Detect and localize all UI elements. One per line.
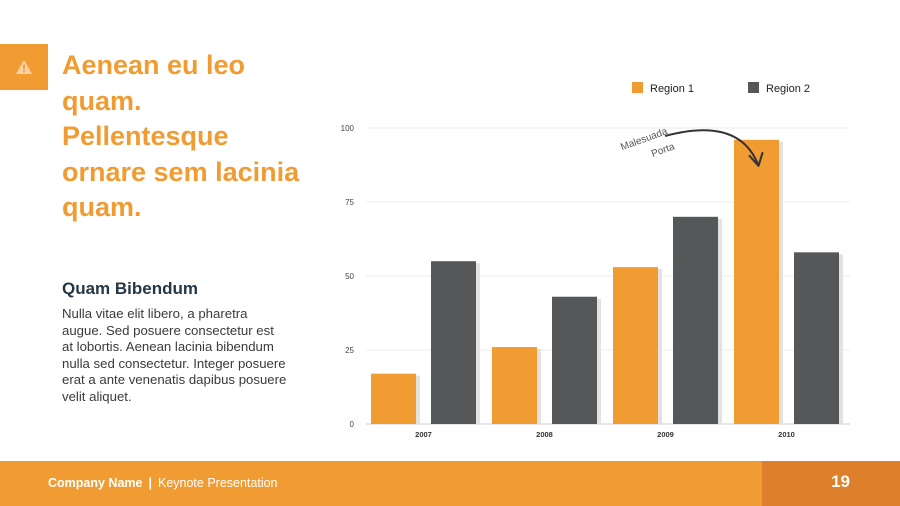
slide-subheading: Quam Bibendum: [62, 279, 199, 298]
footer-bar: Company Name | Keynote Presentation 19: [0, 461, 900, 506]
footer-separator: |: [148, 476, 152, 490]
y-tick-label: 75: [345, 198, 354, 207]
legend-label: Region 1: [650, 83, 694, 95]
footer-presentation: Keynote Presentation: [157, 476, 278, 490]
annotation-text-line2: Porta: [650, 141, 677, 160]
footer-caption: Company Name | Keynote Presentation: [48, 476, 278, 490]
bar: [734, 139, 779, 424]
annotation-arrow: [664, 129, 760, 167]
bar: [492, 347, 537, 424]
legend-label: Region 2: [766, 83, 810, 95]
y-tick-label: 100: [341, 124, 355, 133]
warning-icon-box: [0, 44, 48, 90]
annotation-arrowhead: [748, 151, 764, 167]
bar: [613, 267, 658, 424]
bar: [431, 261, 476, 424]
x-tick-label: 2008: [536, 430, 553, 439]
y-tick-label: 0: [350, 420, 355, 429]
bar: [673, 216, 718, 424]
legend-swatch: [632, 82, 643, 93]
x-tick-label: 2009: [657, 430, 674, 439]
y-tick-label: 50: [345, 272, 354, 281]
slide-headline: Aenean eu leo quam. Pellentesque ornare …: [62, 50, 300, 222]
bar: [371, 373, 416, 424]
footer-company: Company Name: [48, 476, 143, 490]
page-number: 19: [831, 472, 850, 491]
bar-chart: 0 25 50 75 100 2007 2008 2009 2010 Region 1 Region…: [341, 82, 850, 439]
bar: [794, 252, 839, 424]
page-number-box: 19: [762, 461, 900, 506]
x-tick-label: 2007: [415, 430, 432, 439]
y-tick-label: 25: [345, 346, 354, 355]
legend-swatch: [748, 82, 759, 93]
x-tick-label: 2010: [778, 430, 795, 439]
slide-body-text: Nulla vitae elit libero, a pharetra augu…: [62, 306, 287, 404]
warning-icon: [16, 60, 32, 74]
bar: [552, 296, 597, 424]
